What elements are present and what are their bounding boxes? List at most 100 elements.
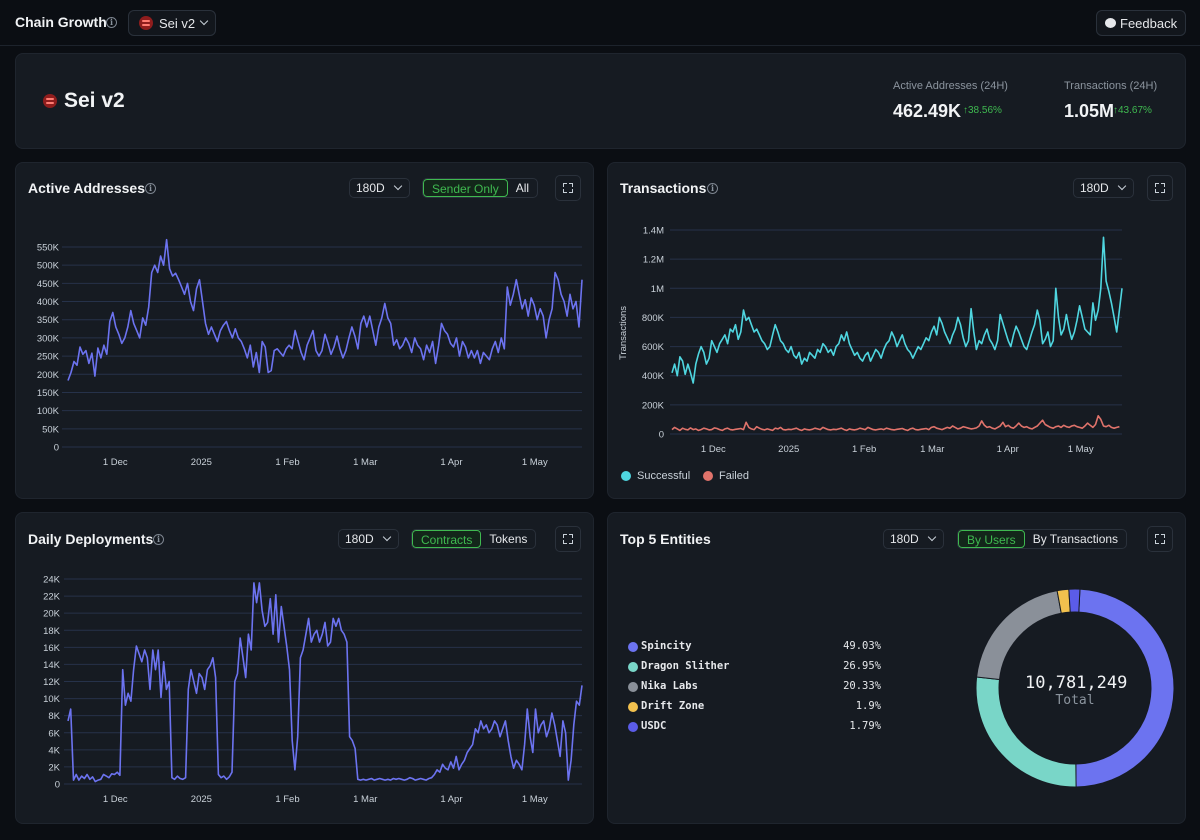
card-title: Daily Deployments — [28, 531, 154, 547]
y-tick-label: 16K — [43, 643, 61, 654]
legend-row[interactable]: Dragon Slither 26.95% — [628, 660, 881, 674]
x-tick-label: 1 Dec — [701, 444, 726, 455]
expand-button[interactable] — [1147, 175, 1173, 201]
x-tick-label: 1 May — [522, 794, 548, 805]
y-axis-title: Transactions — [618, 306, 629, 360]
y-tick-label: 0 — [54, 443, 59, 454]
range-dropdown[interactable]: 180D — [349, 178, 410, 198]
x-tick-label: 1 Mar — [920, 444, 944, 455]
x-tick-label: 1 May — [1068, 444, 1094, 455]
chain-select[interactable]: Sei v2 — [128, 10, 216, 36]
range-label: 180D — [345, 532, 374, 546]
legend-row[interactable]: USDC 1.79% — [628, 720, 881, 734]
feedback-label: Feedback — [1120, 16, 1178, 31]
range-label: 180D — [890, 532, 919, 546]
card-title: Top 5 Entities — [620, 531, 711, 547]
toggle-contracts[interactable]: Contracts — [412, 530, 482, 548]
daily-deployments-chart: 0 2K 4K 6K 8K 10K 12K 14K 16K 18K 20K 22K 24K 1 Dec 20… — [43, 575, 583, 805]
legend-dot — [628, 682, 638, 692]
legend-successful[interactable]: Successful — [637, 470, 691, 482]
toggle-tokens[interactable]: Tokens — [489, 532, 528, 546]
top-entities-card: Top 5 Entities 180D By Users By Transact… — [607, 512, 1186, 824]
active-addresses-card: Active Addresses i 180D Sender Only All … — [15, 162, 594, 499]
range-dropdown[interactable]: 180D — [338, 529, 399, 549]
info-icon[interactable]: i — [153, 534, 164, 545]
legend-dot — [628, 662, 638, 672]
range-dropdown[interactable]: 180D — [1073, 178, 1134, 198]
y-tick-label: 18K — [43, 626, 61, 637]
range-label: 180D — [1080, 181, 1109, 195]
series-line-successful — [671, 236, 1123, 384]
x-tick-label: 2025 — [191, 794, 212, 805]
info-icon[interactable]: i — [707, 183, 718, 194]
legend-label: Drift Zone — [641, 700, 705, 712]
expand-button[interactable] — [555, 526, 581, 552]
toggle-by-users[interactable]: By Users — [958, 530, 1025, 548]
y-tick-label: 1M — [651, 284, 664, 295]
card-title: Transactions — [620, 180, 707, 196]
toggle-by-transactions[interactable]: By Transactions — [1032, 532, 1119, 546]
legend-row[interactable]: Nika Labs 20.33% — [628, 680, 881, 694]
y-tick-label: 450K — [37, 279, 60, 290]
y-tick-label: 500K — [37, 261, 60, 272]
daily-deployments-card: Daily Deployments i 180D Contracts Token… — [15, 512, 594, 824]
legend-value: 49.03% — [843, 640, 881, 652]
feedback-button[interactable]: Feedback — [1096, 10, 1186, 36]
x-tick-label: 1 Apr — [440, 457, 462, 468]
transactions-value: 1.05M — [1064, 101, 1115, 121]
y-tick-label: 6K — [48, 728, 60, 739]
chat-bubble-icon — [1105, 18, 1116, 28]
sender-toggle: Sender Only All — [422, 178, 539, 198]
y-tick-label: 12K — [43, 677, 61, 688]
y-tick-label: 10K — [43, 694, 61, 705]
y-tick-label: 300K — [37, 333, 60, 344]
series-line-failed — [671, 415, 1120, 432]
transactions-label: Transactions (24H) — [1064, 80, 1158, 92]
y-tick-label: 400K — [37, 297, 60, 308]
active-addresses-value: 462.49K — [893, 101, 962, 121]
transactions-chart: 0 200K 400K 600K 800K 1M 1.2M 1.4M 1 Dec 2025 1 Fe… — [618, 226, 1123, 455]
active-addresses-label: Active Addresses (24H) — [893, 80, 1008, 92]
y-tick-label: 150K — [37, 388, 60, 399]
chain-select-label: Sei v2 — [159, 16, 196, 31]
x-tick-label: 2025 — [191, 457, 212, 468]
donut-slice-usdc — [1068, 588, 1081, 613]
legend-label: USDC — [641, 720, 667, 732]
x-tick-label: 1 Apr — [997, 444, 1019, 455]
arrow-up-icon: ↑ — [1113, 105, 1118, 116]
sei-logo-icon — [139, 16, 153, 30]
active-addresses-chart: 0 50K 100K 150K 200K 250K 300K 350K 400K 450K 500K… — [37, 238, 583, 468]
transactions-card: Transactions i 180D 0 200K 400K 600K 800K 1M 1… — [607, 162, 1186, 499]
transactions-change: ↑43.67% — [1113, 105, 1152, 116]
y-tick-label: 550K — [37, 243, 60, 254]
range-dropdown[interactable]: 180D — [883, 529, 944, 549]
donut-total-label: Total — [1055, 693, 1095, 708]
x-tick-label: 1 Feb — [275, 794, 299, 805]
entities-mode-toggle: By Users By Transactions — [957, 529, 1128, 549]
legend-failed[interactable]: Failed — [719, 470, 749, 482]
transactions-change-value: 43.67% — [1118, 105, 1152, 116]
legend-dot — [628, 702, 638, 712]
toggle-sender-only[interactable]: Sender Only — [423, 179, 508, 197]
y-tick-label: 14K — [43, 660, 61, 671]
legend-dot — [628, 642, 638, 652]
legend-dot-successful — [621, 471, 631, 481]
chevron-down-icon — [199, 16, 209, 26]
legend-dot — [628, 722, 638, 732]
y-tick-label: 1.4M — [643, 226, 664, 237]
range-label: 180D — [356, 181, 385, 195]
legend-value: 1.79% — [849, 720, 881, 732]
x-tick-label: 1 Mar — [353, 794, 377, 805]
expand-button[interactable] — [555, 175, 581, 201]
active-addresses-change-value: 38.56% — [968, 105, 1002, 116]
info-icon[interactable]: i — [106, 17, 117, 28]
info-icon[interactable]: i — [145, 183, 156, 194]
legend-row[interactable]: Drift Zone 1.9% — [628, 700, 881, 714]
legend-label: Spincity — [641, 640, 692, 652]
legend-row[interactable]: Spincity 49.03% — [628, 640, 881, 654]
toggle-all[interactable]: All — [515, 181, 530, 195]
expand-button[interactable] — [1147, 526, 1173, 552]
y-tick-label: 400K — [642, 371, 665, 382]
page-title: Chain Growth — [15, 14, 107, 30]
sei-logo-icon — [43, 94, 57, 108]
